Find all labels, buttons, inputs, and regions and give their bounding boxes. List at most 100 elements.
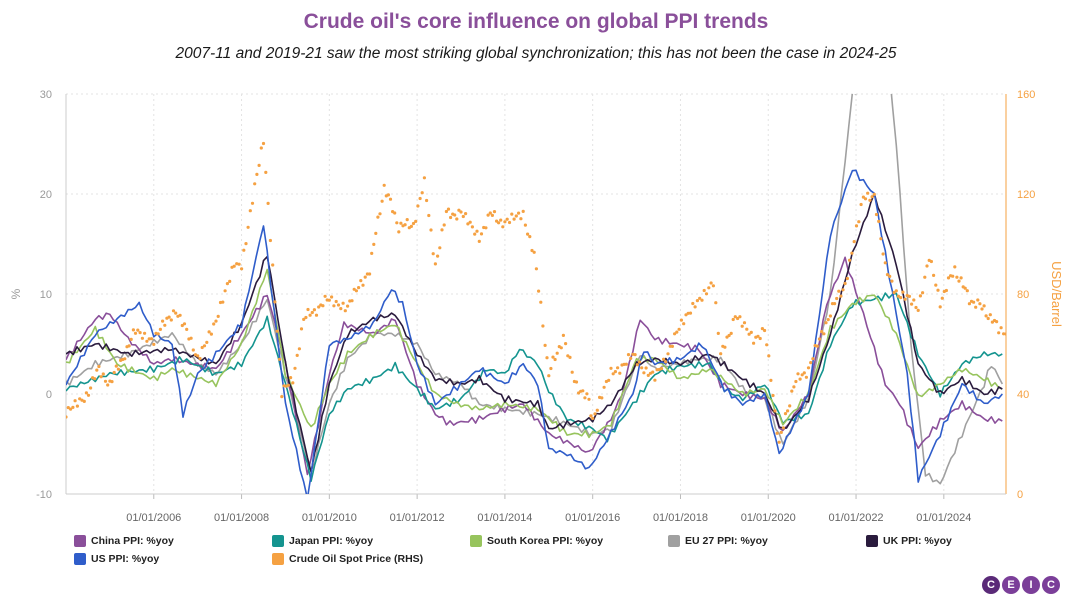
oil-price-point (486, 213, 490, 217)
oil-price-point (595, 408, 599, 412)
oil-price-point (370, 251, 374, 255)
oil-price-point (545, 356, 549, 360)
oil-price-point (857, 220, 861, 224)
oil-price-point (863, 197, 868, 201)
oil-price-point (240, 267, 244, 271)
oil-price-point (769, 378, 773, 382)
series-line-china (66, 256, 1003, 476)
oil-price-point (455, 217, 459, 221)
oil-price-point (946, 276, 951, 280)
oil-price-point (786, 409, 790, 413)
oil-price-point (804, 375, 809, 379)
y-right-tick-label: 120 (1017, 189, 1035, 201)
legend-label: US PPI: %yoy (91, 552, 160, 565)
legend-label: UK PPI: %yoy (883, 534, 952, 547)
x-tick-label: 01/01/2008 (214, 512, 269, 524)
logo-letter: I (1022, 576, 1040, 594)
oil-price-point (673, 332, 677, 336)
oil-price-point (659, 367, 664, 371)
oil-price-point (75, 404, 79, 408)
logo-letter: E (1002, 576, 1020, 594)
y-left-tick-label: 0 (46, 389, 52, 401)
oil-price-point (644, 366, 648, 370)
oil-price-point (114, 364, 118, 368)
oil-price-point (938, 305, 942, 309)
oil-price-point (286, 383, 290, 387)
oil-price-point (790, 389, 794, 393)
oil-price-point (167, 315, 171, 319)
oil-price-point (468, 220, 472, 224)
legend-item: UK PPI: %yoy (866, 534, 1064, 547)
y-axis-right-label: USD/Barrel (1049, 261, 1064, 327)
oil-price-point (257, 163, 261, 167)
oil-price-point (97, 364, 101, 369)
oil-price-point (738, 315, 742, 319)
oil-price-point (253, 182, 257, 186)
oil-price-point (642, 371, 646, 375)
oil-price-point (626, 353, 631, 357)
oil-price-point (564, 342, 568, 346)
x-tick-label: 01/01/2014 (477, 512, 532, 524)
oil-price-point (881, 252, 885, 256)
oil-price-point (613, 370, 618, 374)
oil-price-point (378, 212, 382, 216)
oil-price-point (129, 337, 133, 341)
oil-price-point (843, 281, 847, 286)
oil-price-point (965, 289, 969, 293)
oil-price-point (781, 426, 786, 430)
oil-price-point (411, 221, 416, 226)
oil-price-point (1002, 332, 1006, 336)
oil-price-point (69, 407, 73, 411)
oil-price-point (824, 321, 828, 325)
oil-price-point (733, 315, 737, 319)
oil-price-point (277, 357, 282, 361)
oil-price-point (646, 373, 650, 377)
oil-price-point (914, 305, 918, 310)
oil-price-point (833, 302, 837, 306)
legend-swatch (74, 534, 86, 547)
oil-price-point (280, 395, 284, 399)
oil-price-point (514, 214, 518, 218)
oil-price-point (158, 327, 162, 331)
legend-swatch (272, 552, 284, 565)
oil-price-point (967, 302, 972, 306)
oil-price-point (368, 272, 372, 276)
oil-price-point (330, 295, 334, 299)
oil-price-point (321, 304, 325, 308)
oil-price-point (792, 385, 796, 389)
oil-price-point (427, 213, 431, 218)
oil-price-point (510, 212, 514, 216)
oil-price-point (806, 366, 811, 370)
oil-price-point (523, 223, 528, 227)
logo-letter: C (982, 576, 1000, 594)
oil-price-point (879, 237, 883, 241)
oil-price-point (530, 248, 534, 253)
oil-price-point (839, 294, 843, 298)
oil-price-point (581, 389, 585, 393)
oil-price-point (255, 172, 259, 176)
x-tick-label: 01/01/2018 (653, 512, 708, 524)
oil-price-point (541, 324, 545, 328)
oil-price-point (551, 355, 555, 359)
oil-price-point (640, 366, 644, 370)
oil-price-point (479, 232, 484, 236)
oil-price-point (327, 298, 331, 302)
oil-price-point (953, 265, 957, 269)
oil-price-point (771, 393, 775, 398)
oil-price-point (711, 284, 716, 288)
oil-price-point (747, 332, 751, 336)
oil-price-point (438, 246, 442, 250)
oil-price-point (198, 356, 202, 361)
oil-price-point (688, 311, 693, 315)
oil-price-point (519, 217, 523, 221)
oil-price-point (995, 320, 999, 324)
oil-price-point (918, 294, 923, 298)
series-line-eu-27 (66, 94, 1004, 485)
oil-price-point (959, 276, 963, 280)
oil-price-point (66, 406, 70, 410)
oil-price-point (475, 229, 479, 233)
oil-price-point (698, 296, 702, 300)
oil-price-point (453, 213, 457, 217)
oil-price-point (446, 207, 451, 211)
legend-label: China PPI: %yoy (91, 534, 174, 547)
